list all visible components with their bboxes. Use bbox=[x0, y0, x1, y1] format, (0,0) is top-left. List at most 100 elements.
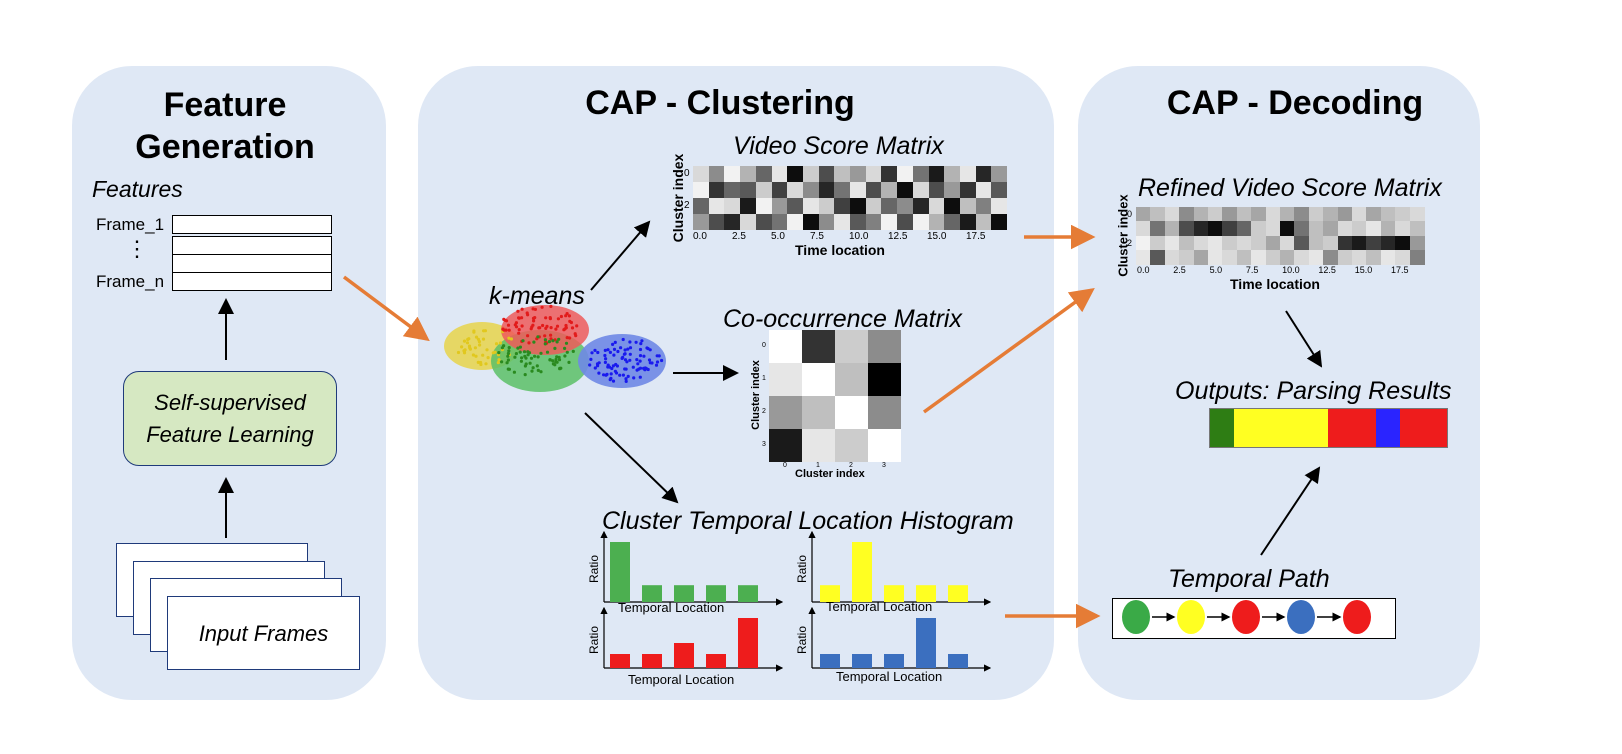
green-cluster-point bbox=[547, 340, 552, 344]
refined-score-cell bbox=[1236, 235, 1252, 251]
red-cluster-point bbox=[568, 336, 572, 340]
green-cluster-point bbox=[505, 361, 509, 365]
video-score-cell bbox=[897, 198, 914, 214]
video-score-cell bbox=[724, 214, 741, 230]
video-score-cell bbox=[991, 198, 1008, 214]
video-score-cell bbox=[897, 214, 914, 230]
video-score-cell bbox=[850, 214, 866, 230]
video-score-cell bbox=[708, 214, 725, 230]
refined-score-cell bbox=[1150, 249, 1166, 265]
red-cluster-point bbox=[559, 314, 564, 319]
green-cluster-point bbox=[539, 370, 543, 374]
histogram-title: Cluster Temporal Location Histogram bbox=[602, 507, 1014, 535]
video-score-cell bbox=[724, 182, 741, 198]
parsing-segment bbox=[1375, 409, 1400, 447]
red-cluster-point bbox=[573, 332, 577, 336]
histogram-xlabel: Temporal Location bbox=[628, 672, 734, 687]
refined-score-cell bbox=[1179, 207, 1195, 222]
arrow-features-to-clustering bbox=[342, 275, 430, 342]
cooccurrence-y-tick: 1 bbox=[762, 375, 766, 382]
yellow-cluster-point bbox=[478, 343, 482, 347]
refined-score-cell bbox=[1395, 221, 1411, 237]
histogram-bar bbox=[852, 542, 872, 602]
yellow-cluster-point bbox=[497, 358, 501, 362]
cooccurrence-cell bbox=[835, 330, 868, 363]
histogram-ylabel: Ratio bbox=[795, 555, 809, 583]
red-cluster-point bbox=[545, 324, 549, 328]
green-cluster-point bbox=[551, 339, 555, 343]
yellow-cluster-point bbox=[460, 345, 464, 349]
blue-cluster-point bbox=[604, 357, 608, 361]
temporal-path-node bbox=[1287, 600, 1315, 634]
refined-score-cell bbox=[1136, 249, 1151, 265]
blue-cluster-point bbox=[621, 337, 625, 342]
red-cluster-point bbox=[526, 334, 530, 338]
yellow-cluster-point bbox=[473, 346, 477, 350]
video-score-cell bbox=[991, 166, 1008, 182]
blue-cluster-point bbox=[610, 366, 614, 371]
histogram-bar bbox=[706, 654, 726, 668]
yellow-cluster-point bbox=[468, 346, 472, 350]
green-cluster-point bbox=[527, 351, 532, 355]
histogram-bar bbox=[674, 585, 694, 602]
green-cluster-point bbox=[516, 346, 520, 350]
cooccurrence-cell bbox=[802, 330, 835, 363]
refined-score-cell bbox=[1366, 249, 1382, 265]
blue-cluster-point bbox=[609, 372, 613, 376]
refined-x-tick: 12.5 bbox=[1318, 265, 1336, 275]
video-score-ytick: 0 bbox=[684, 168, 690, 179]
red-cluster-point bbox=[526, 313, 530, 317]
feature-vector-n bbox=[172, 272, 332, 291]
green-cluster-point bbox=[571, 349, 575, 353]
blue-cluster-point bbox=[619, 346, 623, 350]
video-score-cell bbox=[802, 214, 819, 230]
blue-cluster-point bbox=[648, 348, 652, 352]
video-score-cell bbox=[975, 182, 992, 198]
video-score-cell bbox=[818, 166, 835, 182]
video-score-cell bbox=[912, 182, 929, 198]
video-score-cell bbox=[818, 198, 835, 214]
refined-score-cell bbox=[1395, 249, 1411, 265]
blue-cluster-point bbox=[593, 348, 597, 352]
green-cluster-point bbox=[500, 346, 504, 350]
refined-score-cell bbox=[1179, 235, 1195, 251]
red-cluster-point bbox=[537, 326, 541, 330]
red-cluster-point bbox=[549, 333, 553, 337]
red-cluster-point bbox=[549, 304, 553, 308]
yellow-cluster-point bbox=[484, 362, 488, 366]
refined-score-cell bbox=[1323, 235, 1339, 251]
cooccurrence-matrix-title: Co-occurrence Matrix bbox=[723, 305, 962, 333]
blue-cluster-point bbox=[616, 349, 620, 354]
blue-cluster-point bbox=[611, 342, 615, 346]
green-cluster-point bbox=[523, 373, 527, 377]
video-score-cell bbox=[897, 166, 914, 182]
refined-score-cell bbox=[1222, 249, 1238, 265]
refined-score-cell bbox=[1380, 207, 1396, 222]
refined-score-cell bbox=[1251, 235, 1267, 251]
refined-score-cell bbox=[1150, 235, 1166, 251]
yellow-cluster-point bbox=[462, 339, 467, 343]
refined-score-cell bbox=[1409, 207, 1425, 222]
refined-score-cell bbox=[1294, 235, 1310, 251]
video-score-cell bbox=[724, 166, 741, 182]
blue-cluster-point bbox=[596, 364, 600, 368]
red-cluster-point bbox=[548, 316, 552, 320]
video-score-cell bbox=[881, 214, 898, 230]
green-cluster-point bbox=[555, 340, 559, 344]
video-score-cell bbox=[881, 166, 898, 182]
green-cluster-point bbox=[539, 351, 543, 355]
video-score-cell bbox=[865, 182, 882, 198]
blue-cluster-point bbox=[654, 363, 659, 367]
blue-cluster-point bbox=[615, 364, 620, 368]
refined-score-cell bbox=[1236, 249, 1252, 265]
video-score-cell bbox=[975, 214, 992, 230]
video-score-matrix bbox=[693, 166, 1008, 230]
video-score-cell bbox=[850, 182, 866, 198]
green-cluster-point bbox=[532, 340, 536, 344]
kmeans-label: k-means bbox=[489, 282, 585, 310]
refined-score-cell bbox=[1193, 221, 1209, 237]
blue-cluster-point bbox=[634, 340, 638, 344]
refined-score-cell bbox=[1366, 235, 1382, 251]
refined-score-cell bbox=[1136, 235, 1151, 251]
refined-score-cell bbox=[1265, 221, 1281, 237]
